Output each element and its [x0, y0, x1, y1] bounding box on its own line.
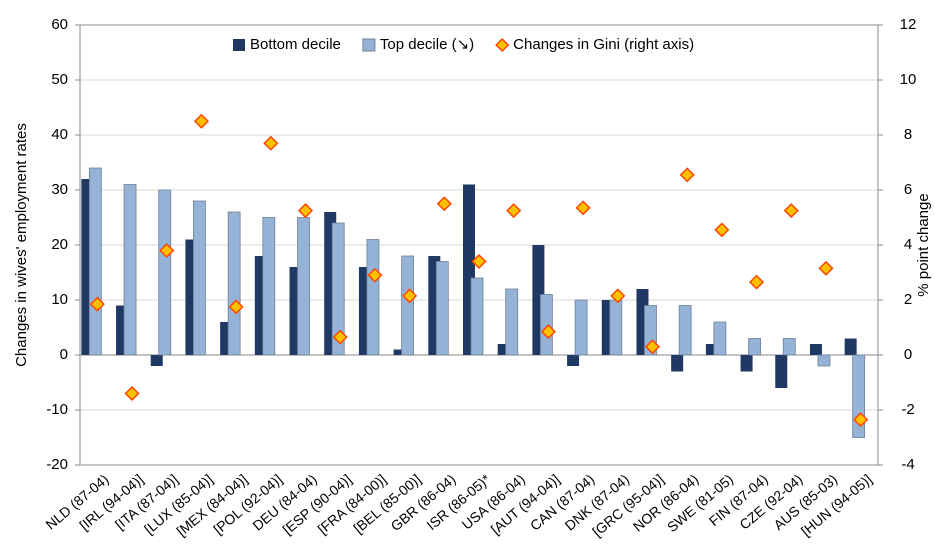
- bar: [567, 355, 580, 366]
- legend-swatch: [233, 39, 245, 51]
- bar: [227, 211, 241, 356]
- y2-tick-label: 8: [904, 126, 912, 143]
- gini-marker: [436, 196, 452, 212]
- y2-tick-label: 4: [904, 236, 912, 253]
- legend-label: Bottom decile: [250, 36, 341, 53]
- gini-marker: [540, 324, 556, 340]
- bar: [782, 338, 796, 356]
- gini-marker: [749, 274, 765, 290]
- bar: [123, 184, 137, 356]
- bar: [470, 277, 484, 356]
- y-tick-label: -10: [46, 401, 68, 418]
- bar: [574, 299, 588, 356]
- bar: [297, 217, 310, 356]
- gini-marker: [610, 288, 626, 304]
- y2-tick-label: -4: [901, 456, 914, 473]
- bar: [844, 338, 857, 355]
- bar: [401, 255, 415, 356]
- y2-tick-label: 10: [900, 71, 917, 88]
- gini-marker: [783, 203, 799, 219]
- gini-marker: [679, 167, 695, 183]
- y-axis-label: Changes in wives' employment rates: [13, 123, 30, 367]
- gini-marker: [506, 203, 522, 219]
- gini-marker: [818, 260, 834, 276]
- y-tick-label: 0: [60, 346, 68, 363]
- bar: [331, 222, 345, 356]
- y2-tick-label: 0: [904, 346, 912, 363]
- bar: [748, 338, 761, 356]
- legend-swatch: [362, 38, 376, 52]
- y2-tick-label: 6: [904, 181, 912, 198]
- y-tick-label: -20: [46, 456, 68, 473]
- y-tick-label: 20: [51, 236, 68, 253]
- gini-marker: [297, 203, 314, 219]
- gini-marker: [159, 242, 175, 259]
- legend-label: Changes in Gini (right axis): [513, 36, 694, 53]
- y2-tick-label: 12: [900, 16, 917, 33]
- bar: [366, 239, 380, 356]
- gini-marker: [89, 296, 105, 312]
- bar: [678, 305, 692, 356]
- bar: [609, 299, 623, 356]
- y-tick-label: 50: [51, 71, 68, 88]
- bar: [158, 189, 172, 356]
- legend-label: Top decile (↘): [380, 36, 474, 53]
- plot-frame: [79, 24, 879, 466]
- bar: [393, 349, 406, 355]
- gini-marker: [402, 288, 418, 304]
- legend-marker: [495, 37, 510, 53]
- bar: [705, 344, 718, 355]
- gini-marker: [471, 253, 487, 270]
- bar: [435, 261, 449, 356]
- y-tick-label: 30: [51, 181, 68, 198]
- bar: [775, 355, 788, 388]
- bar: [88, 167, 102, 356]
- y-tick-label: 40: [51, 126, 68, 143]
- gini-marker: [367, 267, 383, 283]
- gini-marker: [644, 339, 661, 355]
- bar: [809, 344, 822, 355]
- gini-marker: [332, 329, 348, 345]
- bar: [713, 321, 727, 356]
- bar: [740, 355, 753, 372]
- y-tick-label: 10: [51, 291, 68, 308]
- gini-marker: [575, 200, 591, 216]
- gini-marker: [228, 299, 244, 315]
- bar: [817, 354, 831, 367]
- y-tick-label: 60: [51, 16, 68, 33]
- y2-tick-label: -2: [901, 401, 914, 418]
- gini-marker: [714, 222, 730, 238]
- bar: [150, 355, 163, 366]
- bar: [497, 344, 510, 355]
- bar: [539, 294, 553, 356]
- gini-marker: [124, 385, 140, 402]
- gini-marker: [193, 113, 209, 129]
- gini-marker: [853, 412, 869, 428]
- bar: [505, 288, 519, 356]
- gini-marker: [263, 135, 279, 151]
- y2-axis-label: % point change: [915, 193, 932, 296]
- bar: [193, 200, 206, 356]
- y2-tick-label: 2: [904, 291, 912, 308]
- bar: [671, 355, 684, 372]
- bar: [262, 217, 276, 356]
